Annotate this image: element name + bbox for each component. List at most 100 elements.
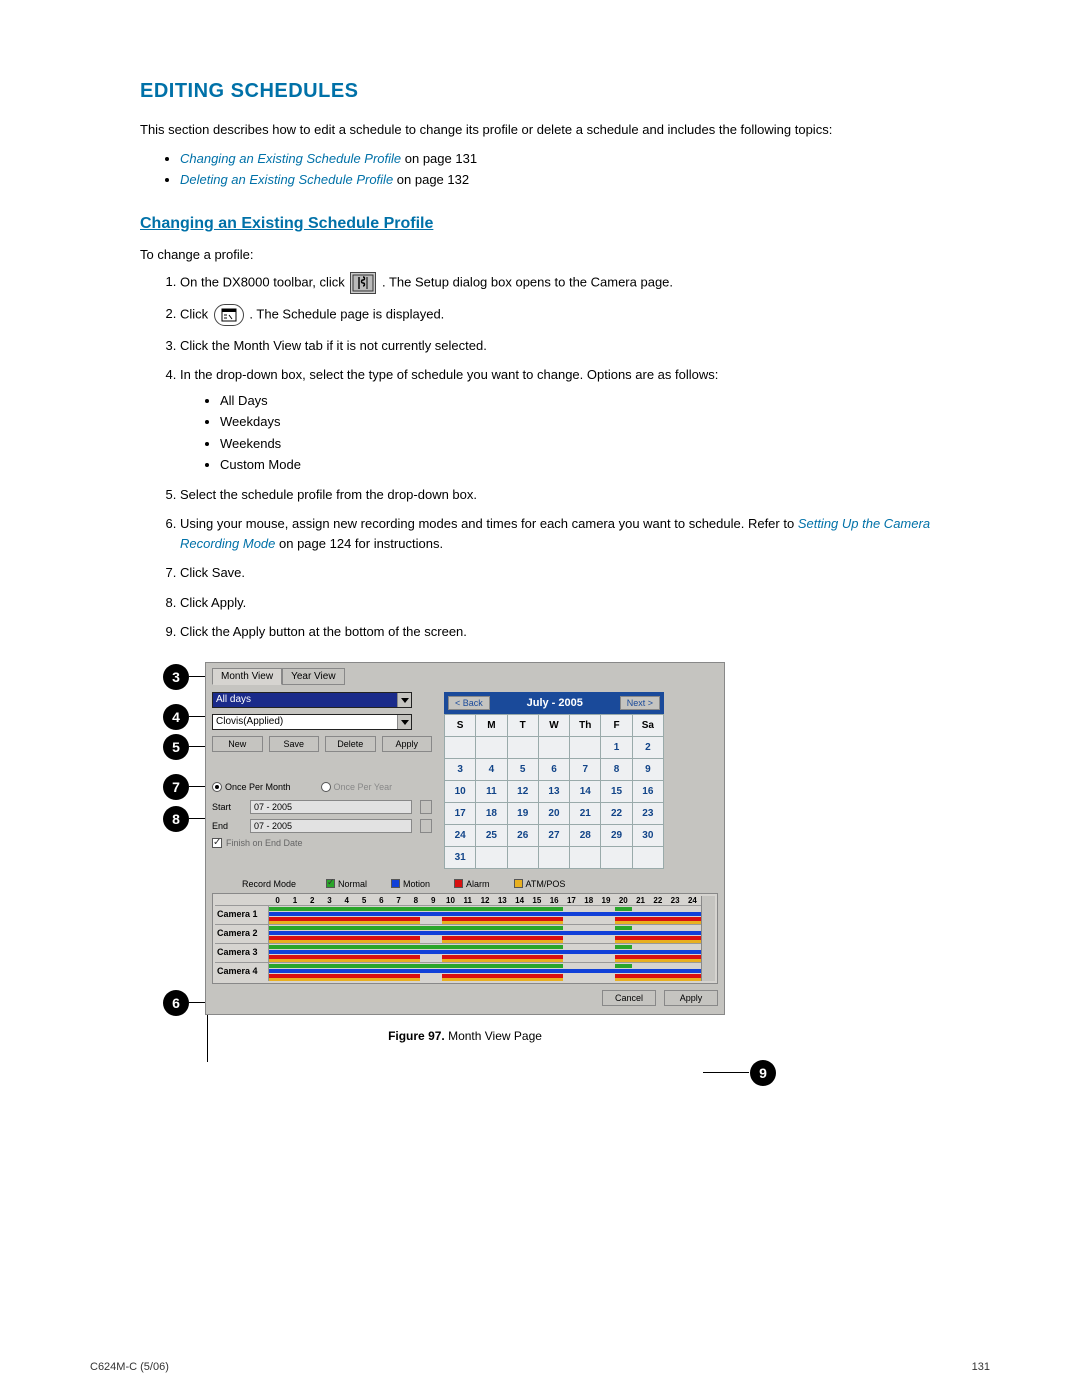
cal-day[interactable]: 10 bbox=[445, 780, 476, 802]
cal-day[interactable]: 15 bbox=[601, 780, 632, 802]
spinner-icon[interactable] bbox=[420, 819, 432, 833]
cal-day[interactable]: 3 bbox=[445, 758, 476, 780]
section-heading: Changing an Existing Schedule Profile bbox=[140, 215, 990, 233]
camera-bars[interactable] bbox=[269, 963, 701, 981]
step: In the drop-down box, select the type of… bbox=[180, 365, 990, 475]
cal-day[interactable]: 19 bbox=[507, 802, 538, 824]
steps-list: On the DX8000 toolbar, click . The Setup… bbox=[180, 272, 990, 642]
topic-link[interactable]: Deleting an Existing Schedule Profile bbox=[180, 172, 393, 187]
option-item: Custom Mode bbox=[220, 455, 990, 475]
cal-dow: F bbox=[601, 714, 632, 736]
cal-day[interactable]: 2 bbox=[632, 736, 663, 758]
cal-day[interactable]: 29 bbox=[601, 824, 632, 846]
cal-day[interactable]: 8 bbox=[601, 758, 632, 780]
camera-bars[interactable] bbox=[269, 925, 701, 943]
cal-day[interactable]: 1 bbox=[601, 736, 632, 758]
step: Select the schedule profile from the dro… bbox=[180, 485, 990, 505]
cal-back-button[interactable]: < Back bbox=[448, 696, 490, 710]
radio-once-per-month[interactable]: Once Per Month bbox=[212, 782, 291, 792]
option-item: Weekdays bbox=[220, 412, 990, 432]
cal-day[interactable]: 22 bbox=[601, 802, 632, 824]
cancel-button[interactable]: Cancel bbox=[602, 990, 656, 1006]
square-icon bbox=[391, 879, 400, 888]
hours-header: 0123456789101112131415161718192021222324 bbox=[269, 896, 701, 905]
radio-icon bbox=[212, 782, 222, 792]
step-text: . The Setup dialog box opens to the Came… bbox=[382, 274, 673, 289]
lead-text: To change a profile: bbox=[140, 247, 990, 262]
cal-day[interactable]: 27 bbox=[538, 824, 569, 846]
save-button[interactable]: Save bbox=[269, 736, 320, 752]
cal-day[interactable]: 30 bbox=[632, 824, 663, 846]
spinner-icon[interactable] bbox=[420, 800, 432, 814]
topic-suffix: on page 132 bbox=[393, 172, 469, 187]
cal-day[interactable]: 12 bbox=[507, 780, 538, 802]
cal-day[interactable]: 4 bbox=[476, 758, 507, 780]
callout-3: 3 bbox=[163, 664, 189, 690]
camera-row: Camera 3 bbox=[215, 943, 701, 962]
footer-page: 131 bbox=[972, 1361, 990, 1373]
new-button[interactable]: New bbox=[212, 736, 263, 752]
cal-day[interactable]: 21 bbox=[570, 802, 601, 824]
legend-motion[interactable]: Motion bbox=[391, 879, 430, 889]
cal-day[interactable]: 24 bbox=[445, 824, 476, 846]
tab-month-view[interactable]: Month View bbox=[212, 668, 282, 685]
cal-day[interactable]: 28 bbox=[570, 824, 601, 846]
legend-label: Record Mode bbox=[232, 879, 302, 889]
setup-icon bbox=[350, 272, 376, 294]
topic-link[interactable]: Changing an Existing Schedule Profile bbox=[180, 151, 401, 166]
tab-year-view[interactable]: Year View bbox=[282, 668, 344, 685]
delete-button[interactable]: Delete bbox=[325, 736, 376, 752]
cal-day[interactable]: 14 bbox=[570, 780, 601, 802]
cal-day[interactable]: 31 bbox=[445, 846, 476, 868]
cal-day bbox=[538, 736, 569, 758]
cal-day[interactable]: 11 bbox=[476, 780, 507, 802]
calendar-table: SMTWThFSa 123456789101112131415161718192… bbox=[444, 714, 664, 869]
legend-normal[interactable]: Normal bbox=[326, 879, 367, 889]
cal-day bbox=[476, 736, 507, 758]
cal-day[interactable]: 25 bbox=[476, 824, 507, 846]
scrollbar[interactable] bbox=[701, 896, 715, 981]
cal-day[interactable]: 16 bbox=[632, 780, 663, 802]
figure-caption: Figure 97. Month View Page bbox=[205, 1029, 725, 1043]
cal-day[interactable]: 9 bbox=[632, 758, 663, 780]
step: Click the Month View tab if it is not cu… bbox=[180, 336, 990, 356]
cal-day[interactable]: 17 bbox=[445, 802, 476, 824]
topic-item: Changing an Existing Schedule Profile on… bbox=[180, 149, 990, 170]
cal-day[interactable]: 26 bbox=[507, 824, 538, 846]
legend-atmpos[interactable]: ATM/POS bbox=[514, 879, 566, 889]
legend-alarm[interactable]: Alarm bbox=[454, 879, 490, 889]
camera-bars[interactable] bbox=[269, 906, 701, 924]
apply-bottom-button[interactable]: Apply bbox=[664, 990, 718, 1006]
tabs: Month ViewYear View bbox=[212, 667, 718, 684]
callout-4: 4 bbox=[163, 704, 189, 730]
cal-day[interactable]: 18 bbox=[476, 802, 507, 824]
apply-button[interactable]: Apply bbox=[382, 736, 433, 752]
radio-label: Once Per Year bbox=[334, 782, 393, 792]
cal-day[interactable]: 23 bbox=[632, 802, 663, 824]
end-date-field[interactable]: 07 - 2005 bbox=[250, 819, 412, 833]
schedule-type-dropdown[interactable]: All days bbox=[212, 692, 412, 708]
camera-bars[interactable] bbox=[269, 944, 701, 962]
cal-day[interactable]: 7 bbox=[570, 758, 601, 780]
cal-day[interactable]: 5 bbox=[507, 758, 538, 780]
checkbox-icon bbox=[326, 879, 335, 888]
step-text: In the drop-down box, select the type of… bbox=[180, 367, 718, 382]
finish-checkbox-row[interactable]: Finish on End Date bbox=[212, 838, 432, 848]
cal-next-button[interactable]: Next > bbox=[620, 696, 660, 710]
screenshot-panel: Month ViewYear View All days Clovis(Appl… bbox=[205, 662, 725, 1015]
cal-day[interactable]: 6 bbox=[538, 758, 569, 780]
start-date-field[interactable]: 07 - 2005 bbox=[250, 800, 412, 814]
profile-dropdown[interactable]: Clovis(Applied) bbox=[212, 714, 412, 730]
square-icon bbox=[454, 879, 463, 888]
callout-7: 7 bbox=[163, 774, 189, 800]
start-label: Start bbox=[212, 802, 242, 812]
step-text: Click bbox=[180, 306, 212, 321]
cal-day[interactable]: 20 bbox=[538, 802, 569, 824]
cal-dow: S bbox=[445, 714, 476, 736]
cal-day[interactable]: 13 bbox=[538, 780, 569, 802]
callout-8: 8 bbox=[163, 806, 189, 832]
cal-day bbox=[632, 846, 663, 868]
cal-day bbox=[538, 846, 569, 868]
intro-text: This section describes how to edit a sch… bbox=[140, 121, 990, 139]
radio-once-per-year[interactable]: Once Per Year bbox=[321, 782, 393, 792]
